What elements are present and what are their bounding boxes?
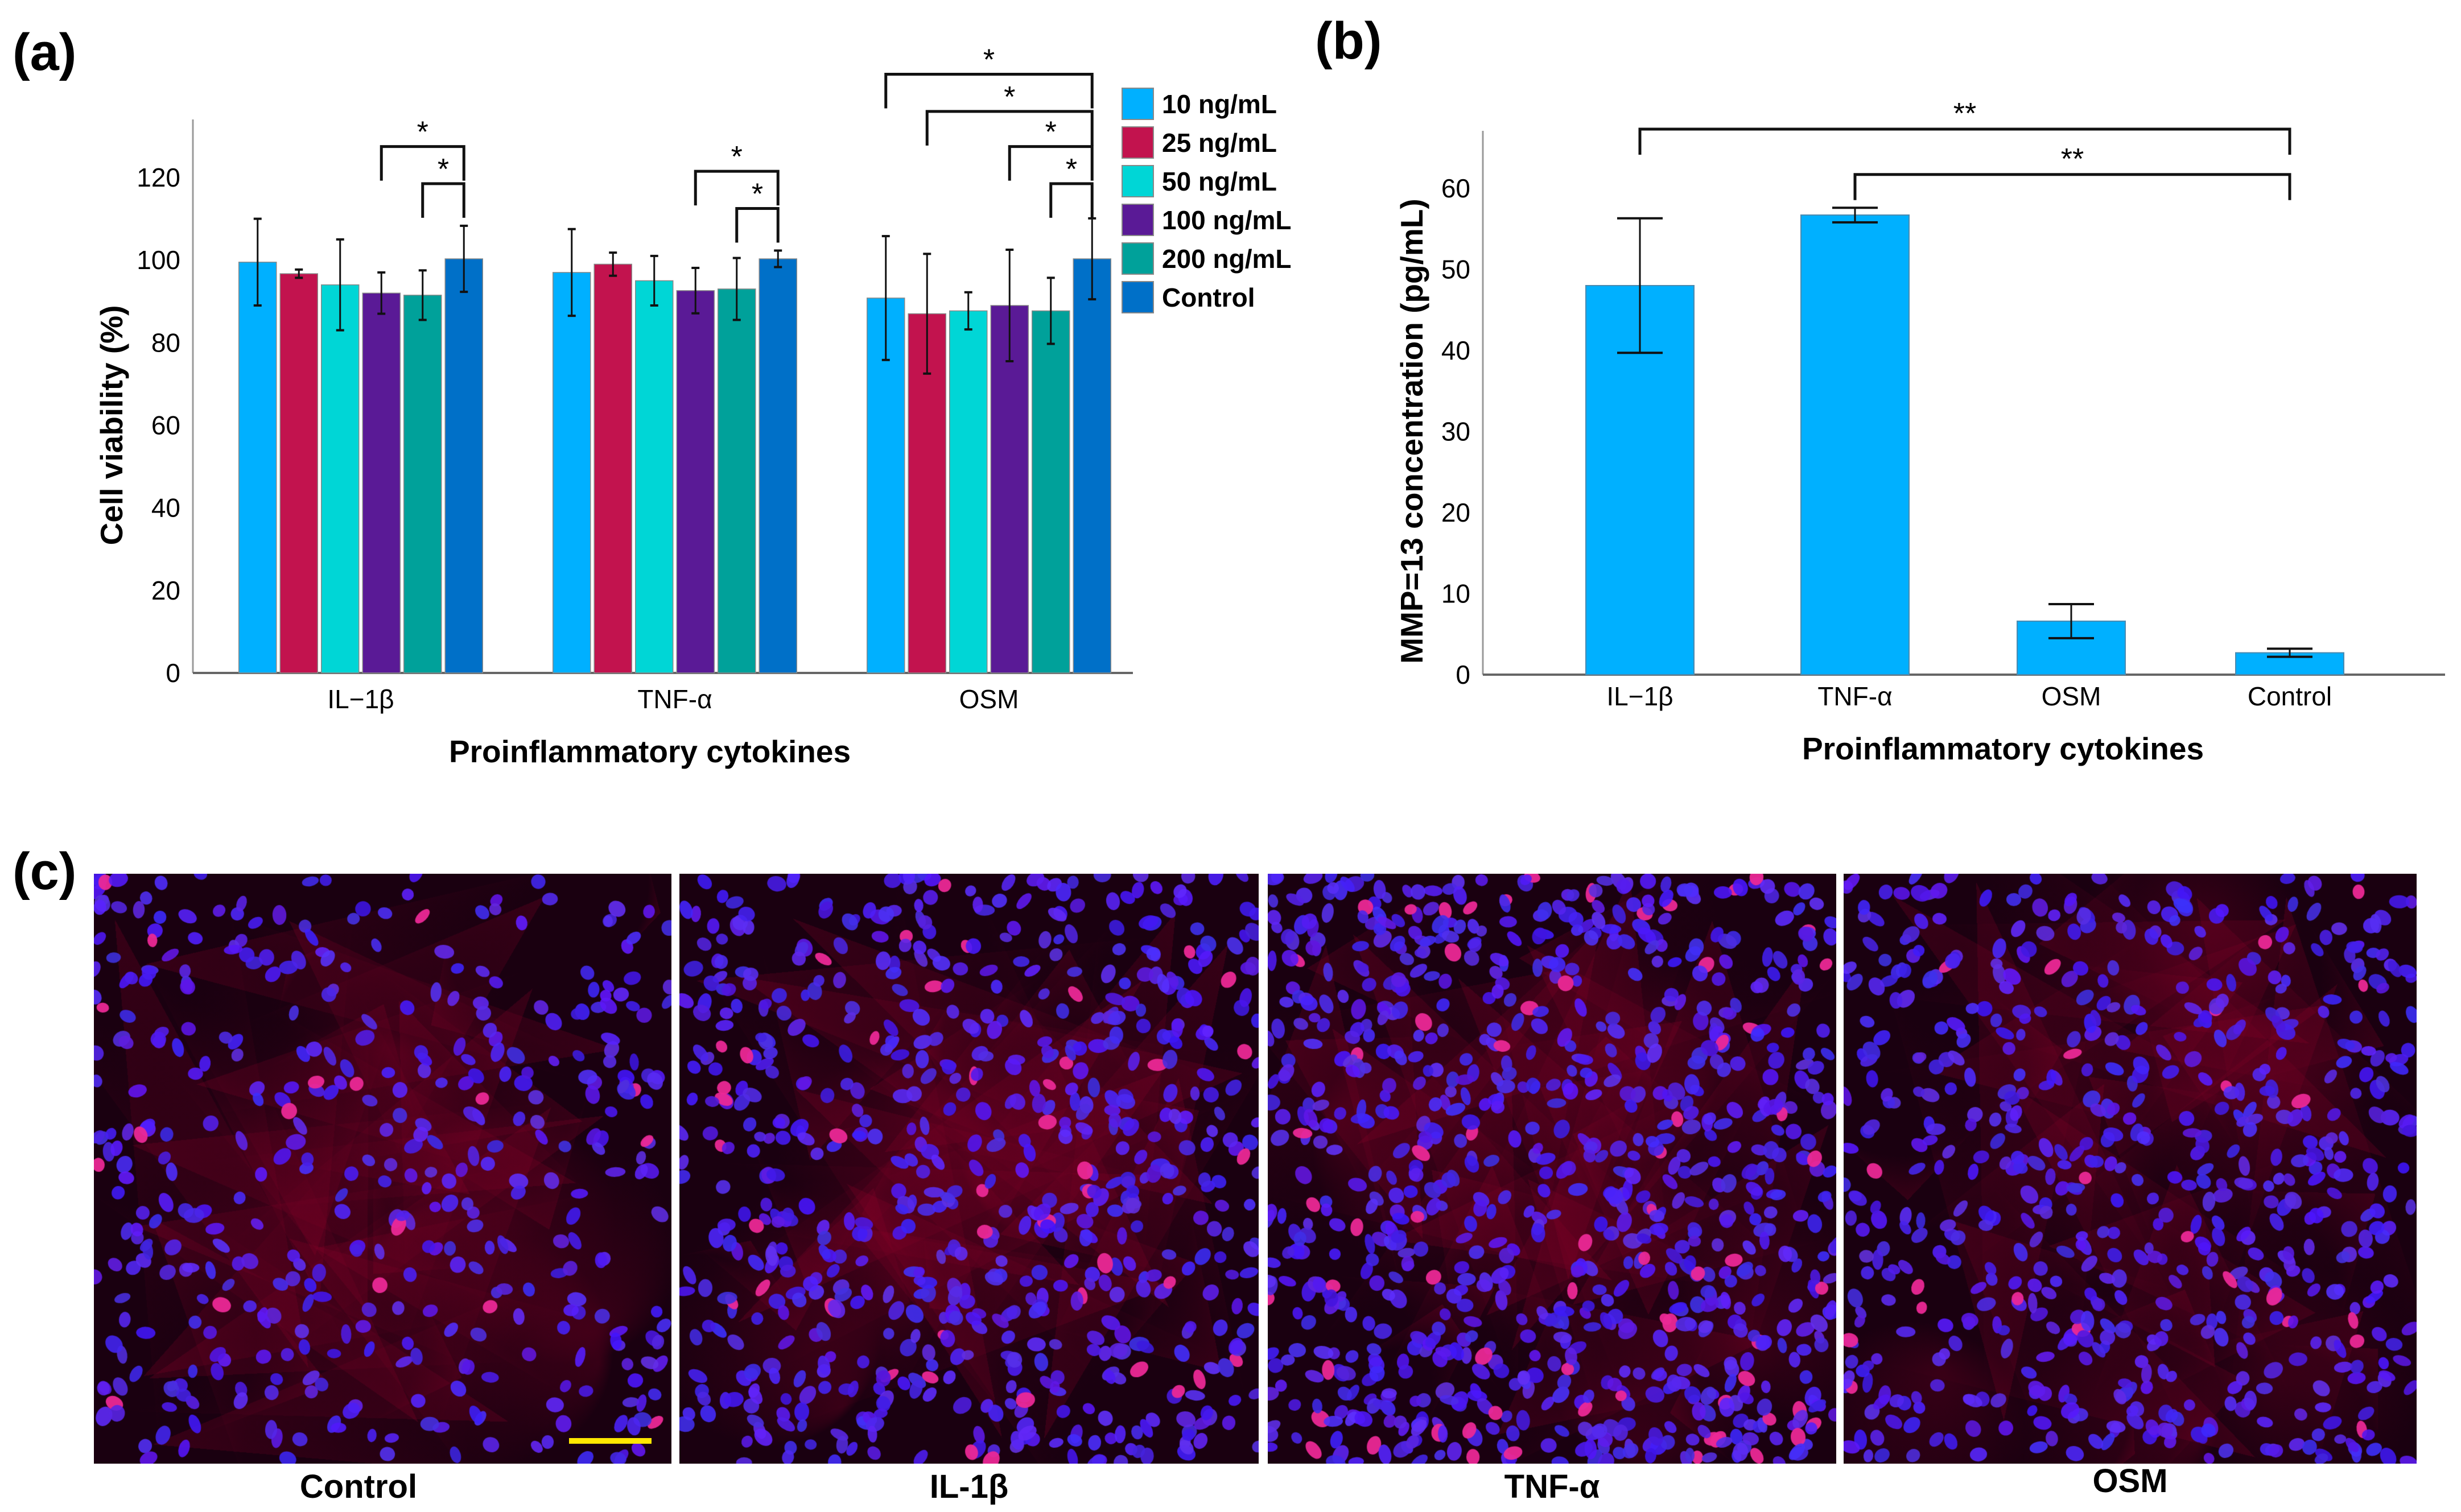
significance-bracket-a — [735, 206, 780, 243]
y-tick-label-a: 100 — [137, 245, 180, 275]
significance-label-a: * — [1066, 153, 1077, 186]
significance-bracket-a — [380, 145, 465, 181]
legend-label: 25 ng/mL — [1162, 128, 1277, 158]
significance-label-a: * — [731, 141, 743, 173]
significance-bracket-b — [1638, 127, 2291, 155]
legend-label: 10 ng/mL — [1162, 89, 1277, 119]
significance-bracket-a — [694, 170, 780, 206]
y-tick-label-a: 0 — [166, 658, 180, 688]
x-tick-label-b: TNF-α — [1817, 681, 1892, 711]
significance-label-b: ** — [2061, 143, 2084, 176]
legend-label: Control — [1162, 283, 1255, 312]
micrograph-label-control: Control — [299, 1468, 418, 1505]
bar-a — [1073, 258, 1111, 674]
y-tick-label-a: 20 — [151, 576, 180, 605]
bar-a — [321, 284, 360, 674]
significance-label-b: ** — [1953, 97, 1976, 130]
bar-b — [1800, 214, 1910, 675]
y-tick-label-b: 0 — [1456, 660, 1470, 689]
significance-bracket-a — [421, 182, 465, 218]
x-tick-label-a: TNF-α — [637, 684, 712, 714]
significance-bracket-b — [1853, 173, 2291, 200]
bar-a — [279, 273, 318, 674]
legend-label: 50 ng/mL — [1162, 167, 1277, 196]
y-axis-title-b: MMP=13 concentration (pg/mL) — [1394, 199, 1429, 663]
panel-label-b: (b) — [1315, 12, 1382, 70]
legend-swatch — [1122, 281, 1154, 313]
significance-label-a: * — [752, 177, 763, 210]
y-tick-label-b: 50 — [1441, 255, 1470, 284]
legend-swatch — [1122, 126, 1154, 159]
bar-a — [990, 305, 1029, 674]
significance-label-a: * — [1045, 116, 1057, 149]
bar-a — [676, 290, 715, 674]
bar-a — [238, 262, 277, 674]
x-tick-label-b: OSM — [2042, 681, 2101, 711]
y-axis-title-a: Cell viability (%) — [94, 305, 129, 546]
micrograph-osm — [1844, 874, 2417, 1464]
panel-label-a: (a) — [13, 23, 77, 81]
bar-a — [1032, 310, 1070, 674]
micrograph-label-tnfa: TNF-α — [1504, 1468, 1600, 1505]
y-tick-label-b: 30 — [1441, 417, 1470, 447]
x-tick-label-b: IL−1β — [1606, 681, 1673, 711]
panel-label-c: (c) — [13, 842, 77, 900]
x-tick-label-a: OSM — [959, 684, 1019, 714]
legend-swatch — [1122, 88, 1154, 120]
y-tick-label-b: 20 — [1441, 498, 1470, 527]
bar-a — [635, 280, 674, 674]
bar-a — [362, 292, 401, 674]
x-axis-title-b: Proinflammatory cytokines — [1802, 731, 2204, 766]
significance-bracket-a — [1008, 145, 1094, 181]
legend-swatch — [1122, 165, 1154, 197]
legend-swatch — [1122, 204, 1154, 236]
x-tick-label-a: IL−1β — [327, 684, 394, 714]
legend-label: 100 ng/mL — [1162, 205, 1292, 235]
micrograph-label-il1b: IL-1β — [929, 1468, 1009, 1505]
bar-a — [949, 310, 988, 674]
y-tick-label-a: 40 — [151, 493, 180, 523]
y-tick-label-a: 80 — [151, 328, 180, 357]
legend-label: 200 ng/mL — [1162, 244, 1292, 274]
significance-bracket-a — [925, 110, 1094, 146]
y-tick-label-a: 120 — [137, 163, 180, 192]
micrograph-control — [94, 874, 671, 1464]
y-tick-label-a: 60 — [151, 411, 180, 440]
scale-bar — [569, 1438, 652, 1444]
bar-a — [718, 288, 756, 674]
y-tick-label-b: 40 — [1441, 336, 1470, 365]
significance-label-a: * — [1004, 81, 1015, 114]
micrograph-il1b — [679, 874, 1259, 1464]
y-tick-label-b: 60 — [1441, 173, 1470, 203]
bar-a — [403, 295, 442, 674]
significance-bracket-a — [884, 73, 1094, 109]
significance-bracket-a — [1049, 182, 1094, 218]
micrograph-tnfa — [1268, 874, 1836, 1464]
bar-a — [593, 263, 632, 674]
legend-swatch — [1122, 242, 1154, 275]
bar-a — [759, 258, 797, 674]
y-tick-label-b: 10 — [1441, 579, 1470, 609]
micrograph-label-osm: OSM — [2092, 1463, 2168, 1499]
x-axis-title-a: Proinflammatory cytokines — [449, 734, 851, 769]
significance-label-a: * — [438, 153, 449, 186]
bar-a — [553, 272, 591, 674]
bar-a — [444, 258, 483, 674]
significance-label-a: * — [417, 116, 428, 149]
significance-label-a: * — [983, 44, 995, 77]
x-tick-label-b: Control — [2248, 681, 2332, 711]
